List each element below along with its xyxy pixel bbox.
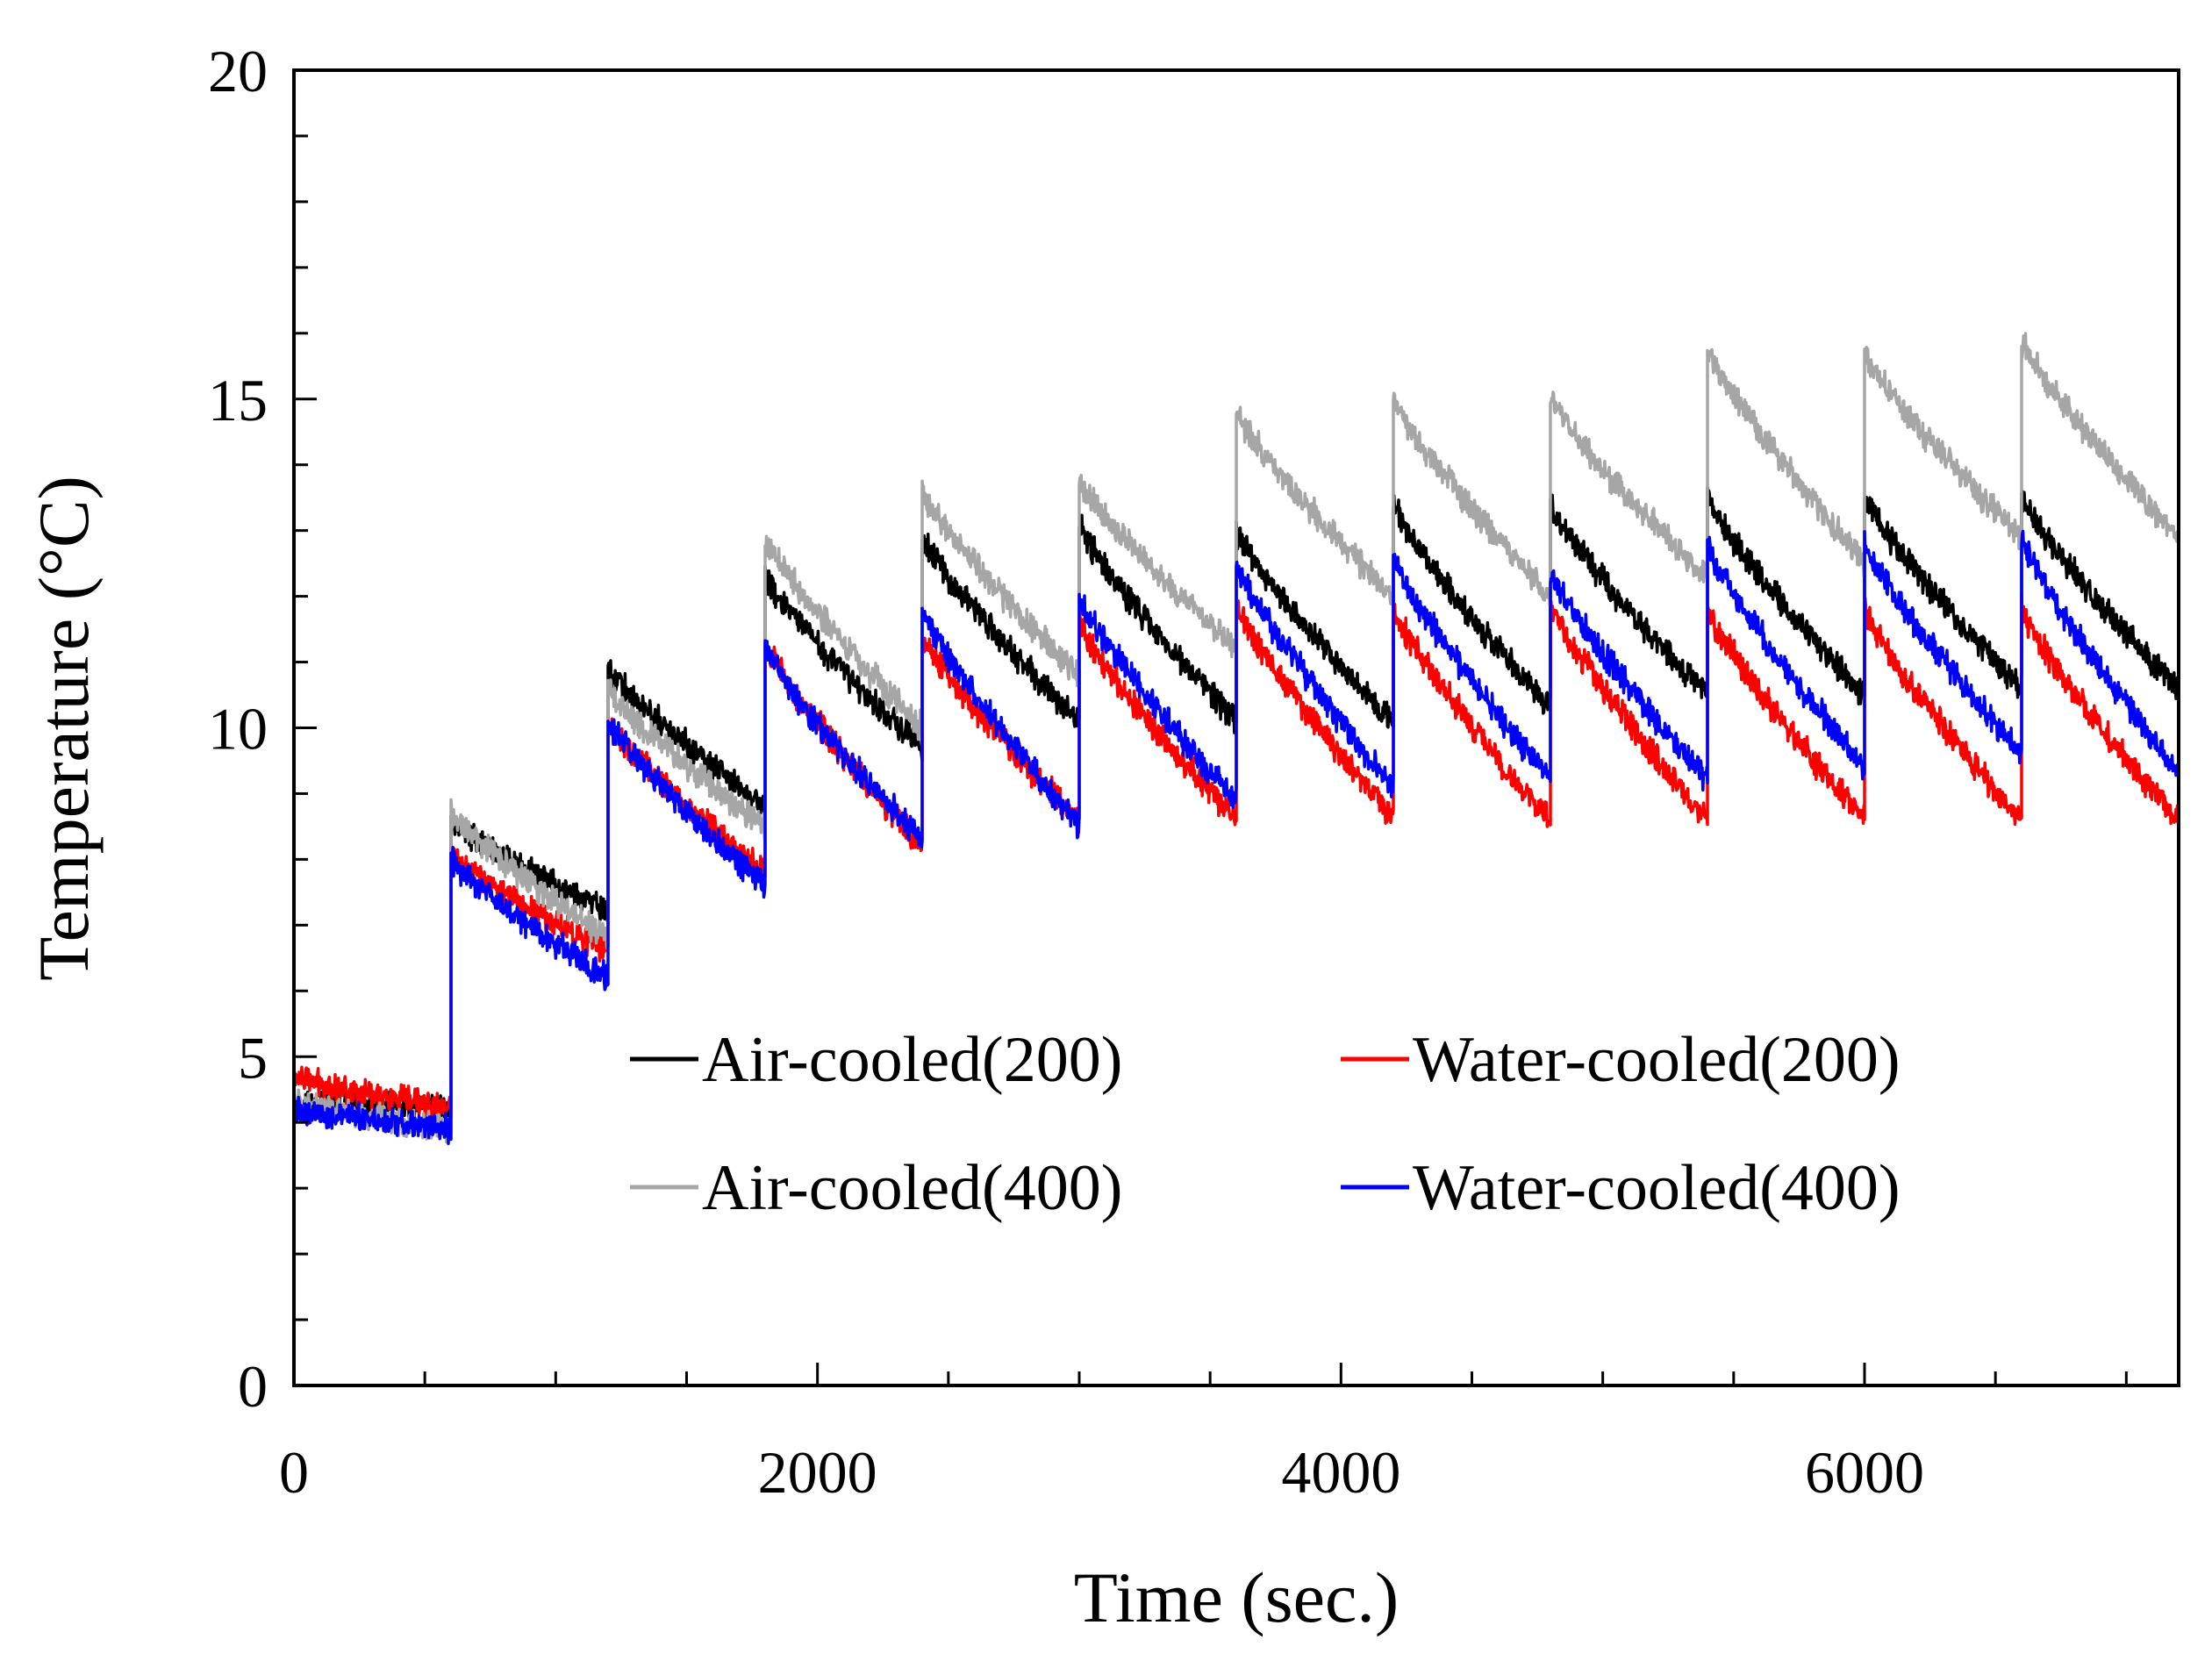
legend-label-air-cooled-200: Air-cooled(200) [702, 1024, 1122, 1096]
y-tick-label: 0 [238, 1353, 268, 1420]
x-tick-label: 0 [279, 1439, 309, 1506]
y-axis-title: Temperature (°C) [24, 476, 104, 981]
legend-label-water-cooled-400: Water-cooled(400) [1413, 1152, 1901, 1224]
x-tick-label: 4000 [1281, 1439, 1400, 1506]
legend: Air-cooled(200) Water-cooled(200) Air-co… [630, 1024, 1901, 1224]
y-tick-label: 20 [208, 38, 268, 104]
x-tick-label: 6000 [1805, 1439, 1924, 1506]
y-tick-label: 10 [208, 696, 268, 762]
tick-labels: 0 2000 4000 6000 0 5 10 15 20 [208, 38, 1924, 1506]
series-line-water-cooled-400 [292, 529, 2180, 1145]
legend-label-water-cooled-200: Water-cooled(200) [1413, 1024, 1901, 1096]
x-tick-label: 2000 [758, 1439, 877, 1506]
legend-label-air-cooled-400: Air-cooled(400) [702, 1152, 1122, 1224]
x-axis-title: Time (sec.) [1074, 1557, 1399, 1637]
axis-ticks [292, 68, 2128, 1387]
series-layer [292, 332, 2180, 1145]
y-tick-label: 15 [208, 367, 268, 433]
y-tick-label: 5 [238, 1024, 268, 1091]
